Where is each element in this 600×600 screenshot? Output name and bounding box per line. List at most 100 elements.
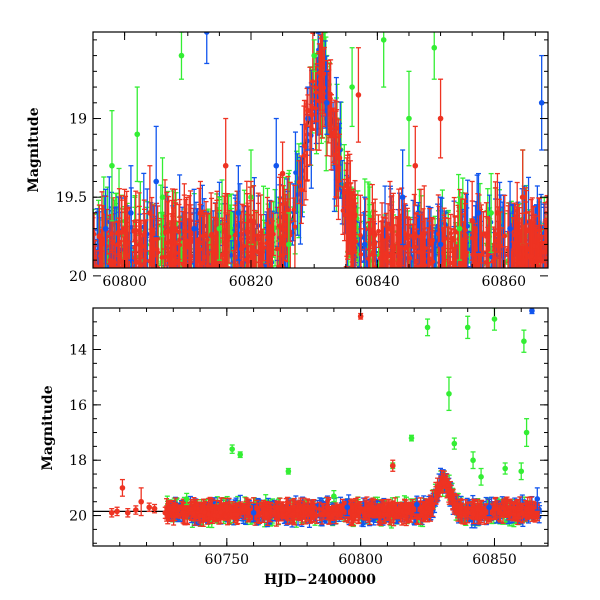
top-green_band-point-7 <box>311 39 317 72</box>
top-blue_band-point-12 <box>475 172 482 253</box>
top-xtick-label: 60800 <box>102 274 147 290</box>
top-series-blue_band <box>102 32 545 268</box>
top-blue_band-point-11 <box>437 196 444 268</box>
top-red_band-cloud-point <box>462 229 468 268</box>
top-blue_band-point-14 <box>538 54 545 151</box>
top-green_band-point-12 <box>456 196 463 261</box>
top-red_band-cloud-point <box>349 211 355 268</box>
bottom-red_band-cloud-point <box>295 502 301 519</box>
top-red_band-cloud-point <box>226 209 232 264</box>
top-red_band-cloud-point <box>280 185 286 268</box>
top-blue_band-cloud-point <box>433 227 439 256</box>
bottom-red_band-cloud-point <box>264 509 270 519</box>
top-red_band-cloud-point <box>276 255 282 268</box>
bottom-red_band-cloud-point <box>175 504 181 515</box>
top-green_band-cloud-point <box>150 267 156 268</box>
top-red_band-cloud-point <box>266 208 272 268</box>
bottom-red_band-cloud-point <box>380 499 386 519</box>
top-red_band-cloud-point <box>151 204 157 268</box>
top-red_band-cloud-point <box>512 244 518 268</box>
top-red_band-cloud-point <box>238 211 244 267</box>
top-red_band-cloud-point <box>208 192 214 268</box>
top-red_band-point-8 <box>305 94 311 128</box>
bottom-red_band-cloud-point <box>170 505 176 515</box>
bottom-red_band-point-12 <box>440 476 447 489</box>
top-red_band-cloud-point <box>540 240 546 264</box>
top-red_band-cloud-point <box>161 257 167 268</box>
bottom-red_band-cloud-point <box>366 502 372 516</box>
top-blue_band-point-2 <box>153 125 159 238</box>
bottom-red_band-point-3 <box>124 507 131 518</box>
bottom-red_band-cloud-point <box>376 504 382 523</box>
top-red_band-cloud-point <box>241 204 247 268</box>
bottom-red_band-cloud-point <box>197 508 203 524</box>
top-red_band-cloud-point <box>136 192 142 268</box>
bottom-red_band-cloud-point <box>188 498 194 520</box>
bottom-xtick-label: 60800 <box>338 552 383 568</box>
bottom-green_band-point-11 <box>470 451 476 470</box>
top-red_band-cloud-point <box>357 194 363 268</box>
bottom-ytick-label: 14 <box>69 343 87 359</box>
bottom-red_band-point-4 <box>133 505 139 515</box>
bottom-panel-frame <box>92 307 549 547</box>
top-red_band-point-4 <box>197 180 204 246</box>
bottom-red_band-cloud-point <box>370 497 376 517</box>
bottom-panel: 60750 60800 60850 14 16 18 20 Magnitude HJD−24… <box>40 307 549 588</box>
bottom-red_band-cloud-point <box>290 499 296 515</box>
top-red_band-cloud-point <box>421 185 427 268</box>
top-red_band-cloud-point <box>141 199 147 268</box>
bottom-red_band-cloud-point <box>211 508 217 523</box>
top-blue_band-cloud-point <box>422 272 427 294</box>
top-red_band-cloud-point <box>268 200 274 268</box>
top-red_band-point-17 <box>519 149 526 246</box>
top-series-red_band <box>96 47 526 268</box>
top-red_band-cloud-point <box>407 218 413 268</box>
bottom-green_band-point-2 <box>237 451 244 459</box>
top-green_band-point-11 <box>431 32 438 80</box>
bottom-green_band-point-0 <box>183 492 190 506</box>
top-red_band-cloud-point <box>523 189 529 268</box>
bottom-red_band-point-6 <box>146 502 153 513</box>
top-red_band-point-0 <box>96 204 103 268</box>
bottom-green_band-point-9 <box>451 437 458 450</box>
bottom-red_band-cloud-point <box>394 502 400 519</box>
top-panel: 60800 60820 60840 60860 19 19.5 20 Magnitude <box>26 31 549 294</box>
bottom-red_band-cloud-point <box>411 502 417 512</box>
bottom-red_band-cloud-point <box>386 498 392 522</box>
bottom-blue_band-point-0 <box>250 503 257 522</box>
bottom-red_band-cloud-point <box>349 501 355 514</box>
bottom-red_band-cloud-point <box>356 508 362 515</box>
bottom-red_band-cloud-point <box>339 503 345 520</box>
top-red_band-point-11 <box>355 47 362 143</box>
bottom-red_band-point-11 <box>435 481 442 495</box>
top-red_band-cloud-point <box>473 227 479 268</box>
top-red_band-cloud-point <box>167 241 173 268</box>
top-blue_band-point-5 <box>235 165 242 261</box>
bottom-red_band-cloud-point <box>362 497 368 520</box>
top-green_band-point-2 <box>159 157 166 238</box>
bottom-red_band-cloud-point <box>399 503 405 519</box>
top-red_band-cloud-point <box>404 223 410 268</box>
bottom-green_band-point-1 <box>229 444 235 454</box>
top-red_band-cloud-point <box>253 211 259 268</box>
bottom-red_band-point-2 <box>119 478 126 497</box>
top-red_band-cloud-point <box>544 217 548 249</box>
bottom-red_band-cloud-point <box>511 501 517 515</box>
bottom-red_band-cloud-point <box>319 503 325 525</box>
top-red_band-point-16 <box>494 172 501 253</box>
top-blue_band-point-0 <box>102 188 109 268</box>
bottom-red_band-cloud-point <box>470 509 476 520</box>
bottom-green_band-point-4 <box>331 490 337 503</box>
bottom-red_band-cloud-point <box>280 511 286 520</box>
bottom-blue_band-point-4 <box>529 308 535 315</box>
top-red_band-cloud-point <box>327 63 333 136</box>
bottom-red_band-cloud-point <box>334 506 340 513</box>
bottom-red_band-cloud-point <box>428 500 434 522</box>
top-blue_band-point-3 <box>191 188 197 268</box>
bottom-series-blue_band <box>250 308 541 522</box>
bottom-red_band-point-0 <box>108 507 115 518</box>
top-red_band-cloud-point <box>435 194 441 268</box>
top-red_band-point-14 <box>437 78 444 159</box>
bottom-series-green_band <box>183 308 530 506</box>
top-red_band-cloud-point <box>384 222 390 268</box>
